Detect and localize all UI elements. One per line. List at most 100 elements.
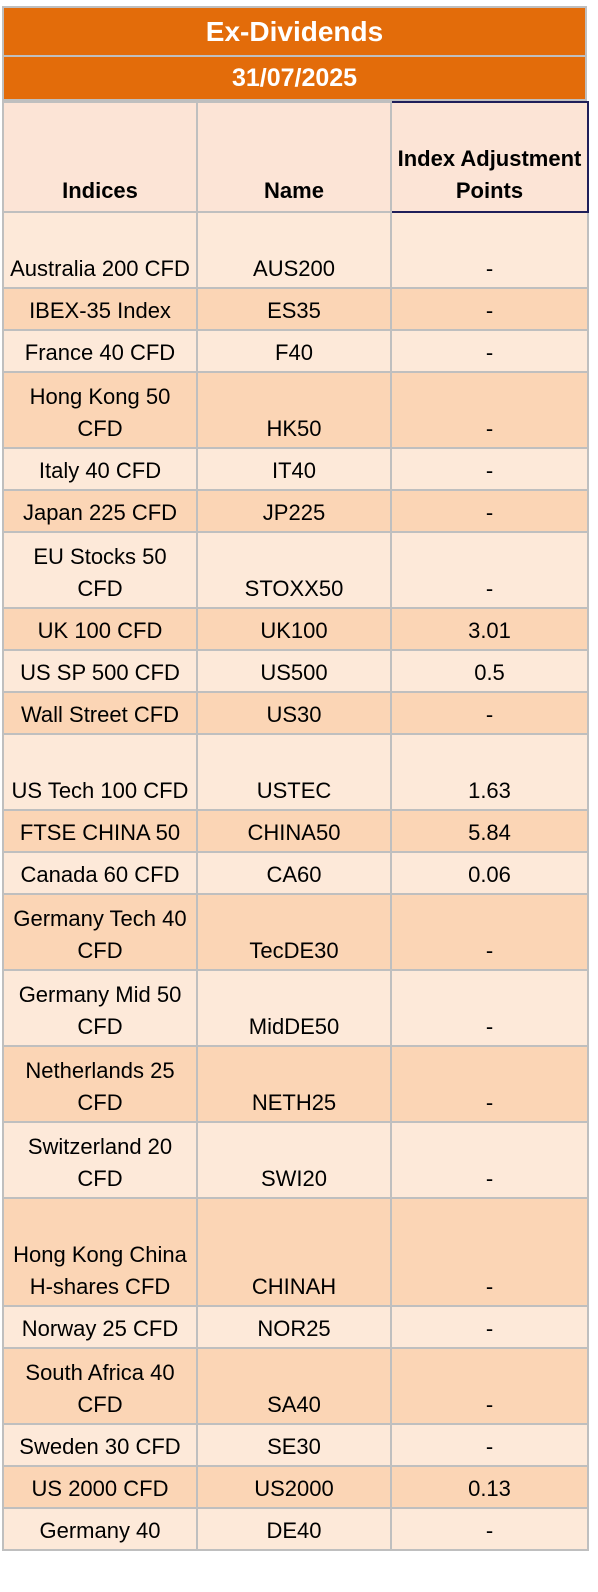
table-row: IBEX-35 Index ES35- — [2, 287, 589, 331]
cell-name[interactable]: SWI20 — [196, 1121, 392, 1199]
table-row: Germany 40 DE40- — [2, 1507, 589, 1551]
cell-adjustment-points[interactable]: - — [390, 447, 589, 491]
cell-adjustment-points[interactable]: 3.01 — [390, 607, 589, 651]
cell-adjustment-points[interactable]: - — [390, 287, 589, 331]
cell-index[interactable]: Hong Kong China H-shares CFD — [2, 1197, 198, 1307]
cell-name[interactable]: HK50 — [196, 371, 392, 449]
cell-adjustment-points[interactable]: - — [390, 691, 589, 735]
table-row: EU Stocks 50 CFD STOXX50- — [2, 531, 589, 609]
cell-adjustment-points[interactable]: - — [390, 893, 589, 971]
cell-adjustment-points[interactable]: 0.5 — [390, 649, 589, 693]
cell-index[interactable]: US 2000 CFD — [2, 1465, 198, 1509]
table-row: US SP 500 CFD US500 0.5 — [2, 649, 589, 693]
cell-adjustment-points[interactable]: 1.63 — [390, 733, 589, 811]
cell-index[interactable]: Switzerland 20 CFD — [2, 1121, 198, 1199]
table-row: US Tech 100 CFD USTEC 1.63 — [2, 733, 589, 811]
cell-name[interactable]: F40 — [196, 329, 392, 373]
cell-index[interactable]: US SP 500 CFD — [2, 649, 198, 693]
cell-adjustment-points[interactable]: - — [390, 1121, 589, 1199]
cell-adjustment-points[interactable]: - — [390, 211, 589, 289]
cell-name[interactable]: AUS200 — [196, 211, 392, 289]
cell-adjustment-points[interactable]: - — [390, 329, 589, 373]
table-body: Australia 200 CFD AUS200- IBEX-35 Index ES3… — [2, 211, 589, 1551]
cell-adjustment-points[interactable]: 0.06 — [390, 851, 589, 895]
table-row: Germany Tech 40 CFD TecDE30- — [2, 893, 589, 971]
cell-adjustment-points[interactable]: - — [390, 1347, 589, 1425]
cell-index[interactable]: France 40 CFD — [2, 329, 198, 373]
cell-adjustment-points[interactable]: - — [390, 1507, 589, 1551]
cell-index[interactable]: UK 100 CFD — [2, 607, 198, 651]
cell-index[interactable]: Germany 40 — [2, 1507, 198, 1551]
cell-name[interactable]: CHINA50 — [196, 809, 392, 853]
cell-index[interactable]: FTSE CHINA 50 — [2, 809, 198, 853]
table-header-row: Indices Name Index Adjustment Points — [2, 101, 589, 213]
cell-name[interactable]: SA40 — [196, 1347, 392, 1425]
cell-name[interactable]: US30 — [196, 691, 392, 735]
cell-name[interactable]: NETH25 — [196, 1045, 392, 1123]
table-row: US 2000 CFD US2000 0.13 — [2, 1465, 589, 1509]
cell-adjustment-points[interactable]: - — [390, 531, 589, 609]
cell-adjustment-points[interactable]: - — [390, 1045, 589, 1123]
table-row: Norway 25 CFD NOR25- — [2, 1305, 589, 1349]
table-row: Italy 40 CFD IT40- — [2, 447, 589, 491]
cell-index[interactable]: Germany Tech 40 CFD — [2, 893, 198, 971]
table-row: Germany Mid 50 CFD MidDE50- — [2, 969, 589, 1047]
table-row: FTSE CHINA 50 CHINA50 5.84 — [2, 809, 589, 853]
cell-index[interactable]: Australia 200 CFD — [2, 211, 198, 289]
cell-index[interactable]: Sweden 30 CFD — [2, 1423, 198, 1467]
cell-name[interactable]: IT40 — [196, 447, 392, 491]
cell-index[interactable]: South Africa 40 CFD — [2, 1347, 198, 1425]
cell-name[interactable]: NOR25 — [196, 1305, 392, 1349]
table-row: Japan 225 CFD JP225- — [2, 489, 589, 533]
cell-index[interactable]: Japan 225 CFD — [2, 489, 198, 533]
sheet-date: 31/07/2025 — [2, 57, 587, 101]
cell-adjustment-points[interactable]: 5.84 — [390, 809, 589, 853]
cell-index[interactable]: US Tech 100 CFD — [2, 733, 198, 811]
header-indices[interactable]: Indices — [2, 101, 198, 213]
cell-index[interactable]: Norway 25 CFD — [2, 1305, 198, 1349]
table-row: Canada 60 CFD CA60 0.06 — [2, 851, 589, 895]
cell-name[interactable]: MidDE50 — [196, 969, 392, 1047]
cell-adjustment-points[interactable]: - — [390, 969, 589, 1047]
cell-name[interactable]: ES35 — [196, 287, 392, 331]
cell-adjustment-points[interactable]: - — [390, 1423, 589, 1467]
ex-dividends-sheet: Ex-Dividends 31/07/2025 Indices Name Ind… — [2, 6, 589, 1551]
cell-name[interactable]: CA60 — [196, 851, 392, 895]
cell-name[interactable]: US2000 — [196, 1465, 392, 1509]
dividends-table: Indices Name Index Adjustment Points Aus… — [2, 101, 589, 1551]
sheet-title: Ex-Dividends — [2, 6, 587, 57]
cell-adjustment-points[interactable]: - — [390, 1305, 589, 1349]
cell-index[interactable]: IBEX-35 Index — [2, 287, 198, 331]
cell-name[interactable]: CHINAH — [196, 1197, 392, 1307]
cell-index[interactable]: Hong Kong 50 CFD — [2, 371, 198, 449]
cell-name[interactable]: US500 — [196, 649, 392, 693]
cell-adjustment-points[interactable]: - — [390, 371, 589, 449]
table-row: Australia 200 CFD AUS200- — [2, 211, 589, 289]
header-name[interactable]: Name — [196, 101, 392, 213]
table-row: Hong Kong 50 CFD HK50- — [2, 371, 589, 449]
table-row: France 40 CFD F40- — [2, 329, 589, 373]
cell-name[interactable]: JP225 — [196, 489, 392, 533]
cell-name[interactable]: UK100 — [196, 607, 392, 651]
table-row: South Africa 40 CFD SA40- — [2, 1347, 589, 1425]
cell-name[interactable]: TecDE30 — [196, 893, 392, 971]
cell-index[interactable]: Netherlands 25 CFD — [2, 1045, 198, 1123]
cell-adjustment-points[interactable]: - — [390, 489, 589, 533]
cell-index[interactable]: Italy 40 CFD — [2, 447, 198, 491]
table-row: UK 100 CFD UK100 3.01 — [2, 607, 589, 651]
table-row: Switzerland 20 CFD SWI20- — [2, 1121, 589, 1199]
cell-index[interactable]: EU Stocks 50 CFD — [2, 531, 198, 609]
cell-adjustment-points[interactable]: 0.13 — [390, 1465, 589, 1509]
cell-name[interactable]: DE40 — [196, 1507, 392, 1551]
table-row: Hong Kong China H-shares CFD CHINAH - — [2, 1197, 589, 1307]
cell-index[interactable]: Wall Street CFD — [2, 691, 198, 735]
cell-name[interactable]: STOXX50 — [196, 531, 392, 609]
cell-index[interactable]: Germany Mid 50 CFD — [2, 969, 198, 1047]
header-adjustment-points[interactable]: Index Adjustment Points — [390, 101, 589, 213]
cell-name[interactable]: USTEC — [196, 733, 392, 811]
table-row: Sweden 30 CFD SE30- — [2, 1423, 589, 1467]
table-row: Wall Street CFD US30- — [2, 691, 589, 735]
cell-adjustment-points[interactable]: - — [390, 1197, 589, 1307]
cell-index[interactable]: Canada 60 CFD — [2, 851, 198, 895]
cell-name[interactable]: SE30 — [196, 1423, 392, 1467]
